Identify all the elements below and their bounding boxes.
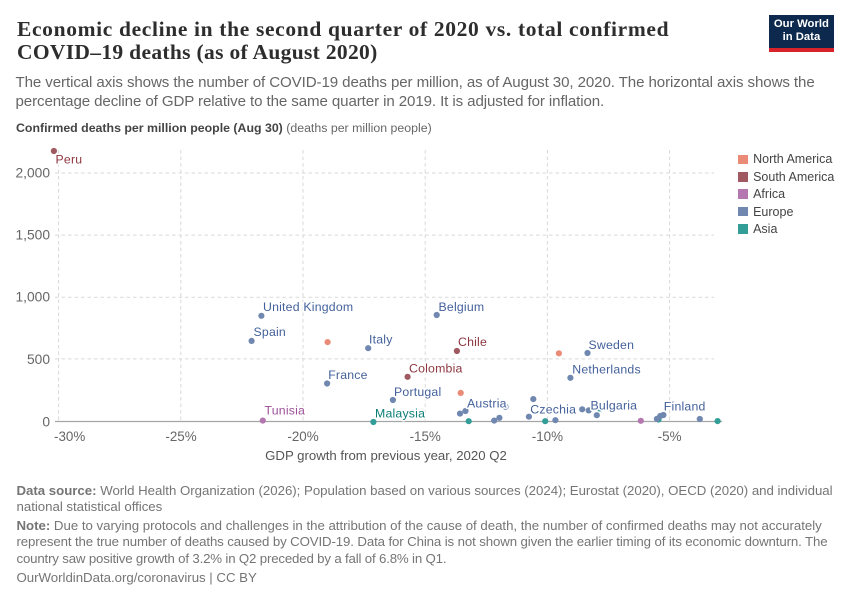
svg-text:-5%: -5% (658, 429, 682, 444)
svg-text:0: 0 (42, 415, 50, 430)
svg-text:Netherlands: Netherlands (572, 362, 641, 376)
svg-text:Spain: Spain (254, 325, 286, 339)
svg-text:-15%: -15% (410, 429, 441, 444)
svg-text:2,000: 2,000 (15, 166, 50, 181)
svg-text:Belgium: Belgium (439, 300, 485, 314)
svg-text:-20%: -20% (287, 429, 318, 444)
svg-text:Italy: Italy (369, 333, 393, 347)
svg-text:-10%: -10% (532, 429, 563, 444)
svg-text:Colombia: Colombia (409, 361, 463, 375)
svg-text:Portugal: Portugal (394, 385, 441, 399)
svg-text:France: France (328, 368, 367, 382)
svg-text:Austria: Austria (467, 397, 507, 411)
svg-text:Finland: Finland (664, 400, 706, 414)
svg-text:-25%: -25% (165, 429, 196, 444)
svg-text:Sweden: Sweden (589, 338, 635, 352)
svg-text:Czechia: Czechia (530, 402, 576, 416)
svg-text:1,000: 1,000 (15, 290, 50, 305)
svg-text:GDP growth from previous year,: GDP growth from previous year, 2020 Q2 (265, 448, 507, 463)
svg-text:1,500: 1,500 (15, 228, 50, 243)
svg-text:Tunisia: Tunisia (265, 404, 306, 418)
svg-text:Chile: Chile (458, 335, 487, 349)
svg-text:-30%: -30% (54, 429, 85, 444)
svg-text:500: 500 (27, 352, 50, 367)
svg-text:Peru: Peru (56, 153, 83, 167)
svg-text:Bulgaria: Bulgaria (591, 399, 638, 413)
svg-text:Malaysia: Malaysia (375, 406, 425, 420)
svg-text:United Kingdom: United Kingdom (263, 300, 353, 314)
